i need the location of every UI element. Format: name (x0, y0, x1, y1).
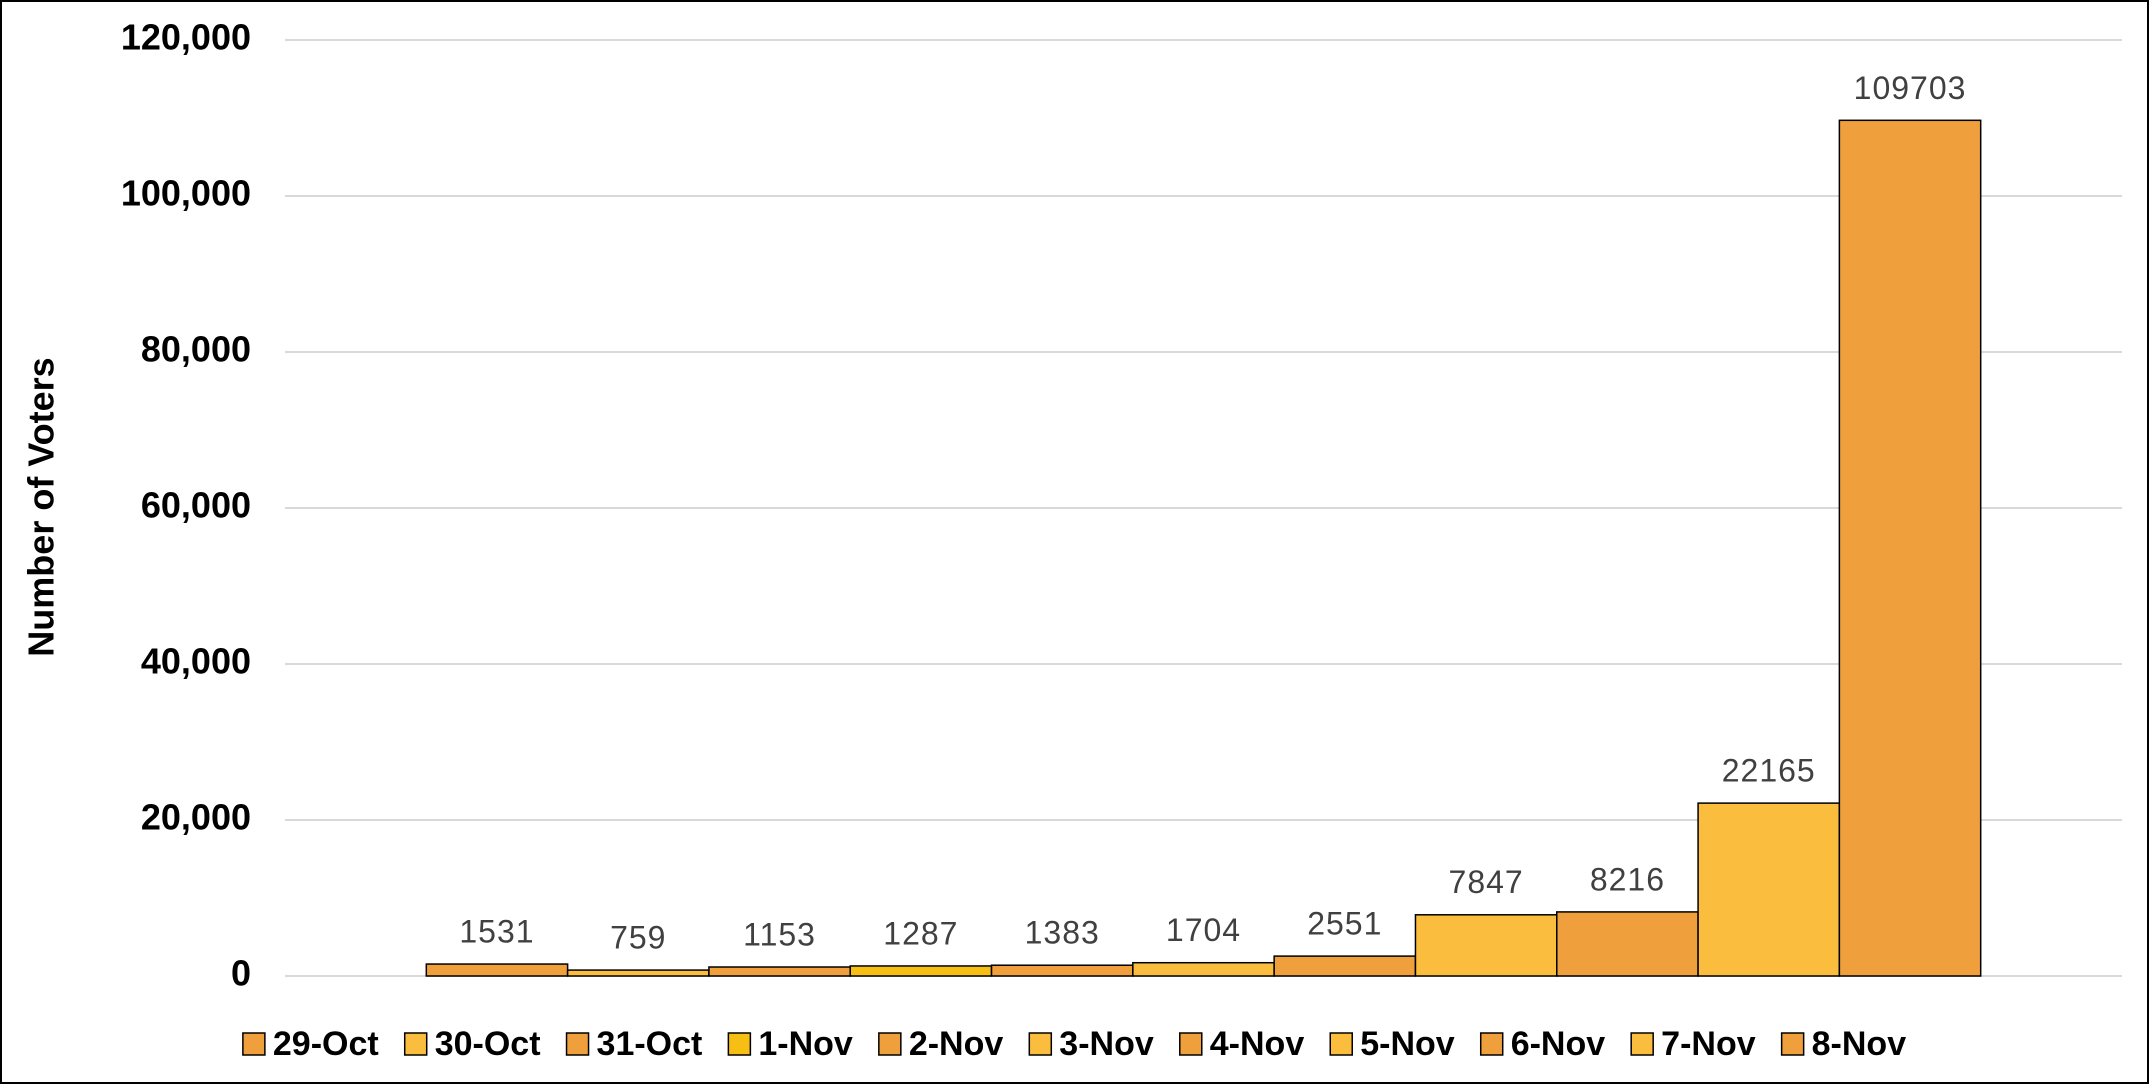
bar (1273, 955, 1417, 977)
bar (1414, 914, 1558, 977)
legend-label: 4-Nov (1210, 1025, 1305, 1063)
y-tick-label: 100,000 (121, 173, 251, 214)
data-label: 1704 (1166, 912, 1241, 948)
bar (1132, 961, 1275, 977)
legend-swatch (727, 1032, 752, 1056)
legend-swatch (1630, 1032, 1654, 1056)
data-label: 1287 (883, 915, 958, 951)
data-label: 7847 (1449, 864, 1524, 900)
legend-label: 31-Oct (597, 1025, 703, 1063)
legend-swatch (242, 1032, 266, 1056)
legend-label: 2-Nov (909, 1025, 1004, 1063)
bar (566, 969, 710, 977)
legend-label: 30-Oct (435, 1025, 541, 1063)
bar (1838, 119, 1982, 977)
data-label: 109703 (1854, 70, 1967, 106)
legend-label: 7-Nov (1661, 1025, 1756, 1063)
legend-label: 3-Nov (1059, 1025, 1154, 1063)
legend-swatch (1179, 1032, 1203, 1056)
y-tick-label: 80,000 (141, 329, 251, 370)
legend-swatch (1479, 1032, 1504, 1056)
data-label: 2551 (1307, 906, 1382, 942)
data-label: 8216 (1590, 861, 1665, 897)
data-label: 1153 (743, 916, 816, 952)
legend-swatch (1028, 1032, 1053, 1056)
legend-label: 29-Oct (273, 1025, 379, 1063)
bar (425, 963, 569, 977)
legend-label: 6-Nov (1511, 1025, 1606, 1063)
y-tick-label: 60,000 (141, 485, 251, 526)
y-tick-label: 120,000 (121, 17, 251, 58)
data-label: 759 (610, 920, 666, 956)
bar (1697, 802, 1841, 977)
bar (708, 966, 851, 977)
data-label: 1531 (459, 914, 534, 950)
y-tick-label: 0 (231, 953, 251, 994)
legend-swatch (565, 1032, 590, 1056)
bar (1556, 911, 1699, 977)
legend-swatch (1329, 1032, 1353, 1056)
legend-swatch (878, 1032, 902, 1056)
legend-swatch (403, 1032, 428, 1056)
data-label: 22165 (1722, 753, 1816, 789)
y-axis-title: Number of Voters (21, 357, 62, 656)
legend-label: 1-Nov (758, 1025, 853, 1063)
bar (990, 964, 1134, 977)
bar (849, 965, 993, 977)
legend-swatch (1780, 1032, 1805, 1056)
legend-label: 5-Nov (1360, 1025, 1455, 1063)
legend-label: 8-Nov (1812, 1025, 1907, 1063)
data-label: 1383 (1025, 915, 1100, 951)
y-tick-label: 40,000 (141, 641, 251, 682)
y-tick-label: 20,000 (141, 797, 251, 838)
